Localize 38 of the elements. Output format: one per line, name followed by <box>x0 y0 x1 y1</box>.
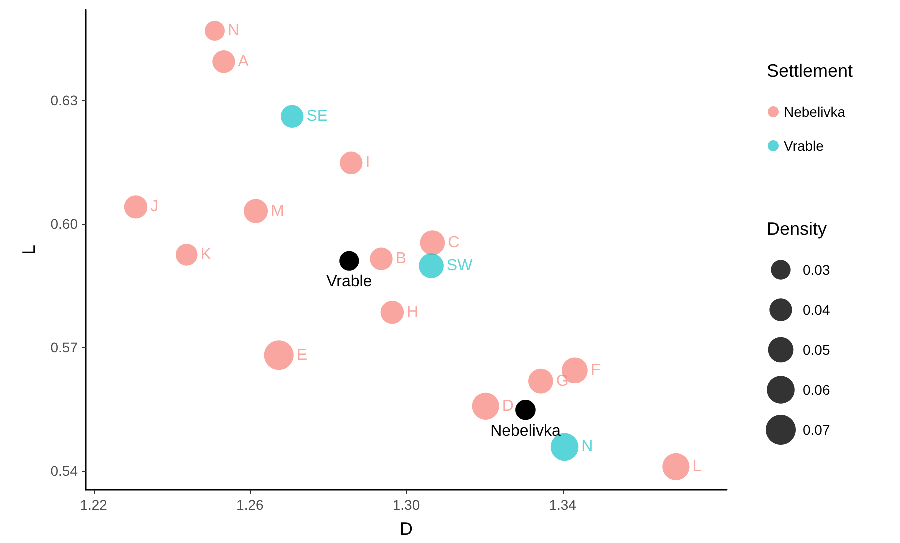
x-tick-label: 1.26 <box>236 497 264 513</box>
legend-title: Settlement <box>767 61 854 81</box>
y-tick-label: 0.54 <box>50 463 78 480</box>
legend-label: 0.06 <box>803 382 830 398</box>
data-label: N <box>582 438 594 456</box>
legend-label: Nebelivka <box>784 104 846 120</box>
data-label: C <box>448 234 460 252</box>
legend-label: 0.07 <box>803 422 830 438</box>
legend-label: 0.04 <box>803 302 830 318</box>
data-label: SE <box>306 108 328 126</box>
data-label: E <box>296 346 308 364</box>
x-tick-label: 1.30 <box>392 497 420 513</box>
y-axis-title: L <box>19 244 39 256</box>
data-label: A <box>238 53 250 70</box>
y-tick-label: 0.57 <box>50 340 78 356</box>
x-axis-title: D <box>400 519 413 539</box>
data-label: J <box>150 198 159 216</box>
data-label: I <box>366 154 370 172</box>
legend-label: Vrable <box>784 138 824 154</box>
data-label: N <box>228 22 240 40</box>
y-tick-label: 0.63 <box>50 92 78 109</box>
data-label: SW <box>446 258 474 275</box>
data-label: H <box>407 304 419 322</box>
data-label: L <box>692 458 702 476</box>
data-label: M <box>271 202 284 220</box>
x-tick-label: 1.34 <box>549 497 577 513</box>
data-label: K <box>200 246 212 264</box>
legend-label: 0.05 <box>803 342 830 358</box>
x-tick-label: 1.22 <box>80 497 108 513</box>
data-label: D <box>502 398 514 415</box>
data-label: Vrable <box>326 273 372 290</box>
y-tick-label: 0.60 <box>50 216 78 232</box>
data-label: F <box>590 362 601 380</box>
data-label: Nebelivka <box>490 422 561 440</box>
legend-label: 0.03 <box>803 262 830 278</box>
text: Density <box>767 219 828 239</box>
data-label: G <box>556 372 569 390</box>
data-label: B <box>396 250 406 268</box>
